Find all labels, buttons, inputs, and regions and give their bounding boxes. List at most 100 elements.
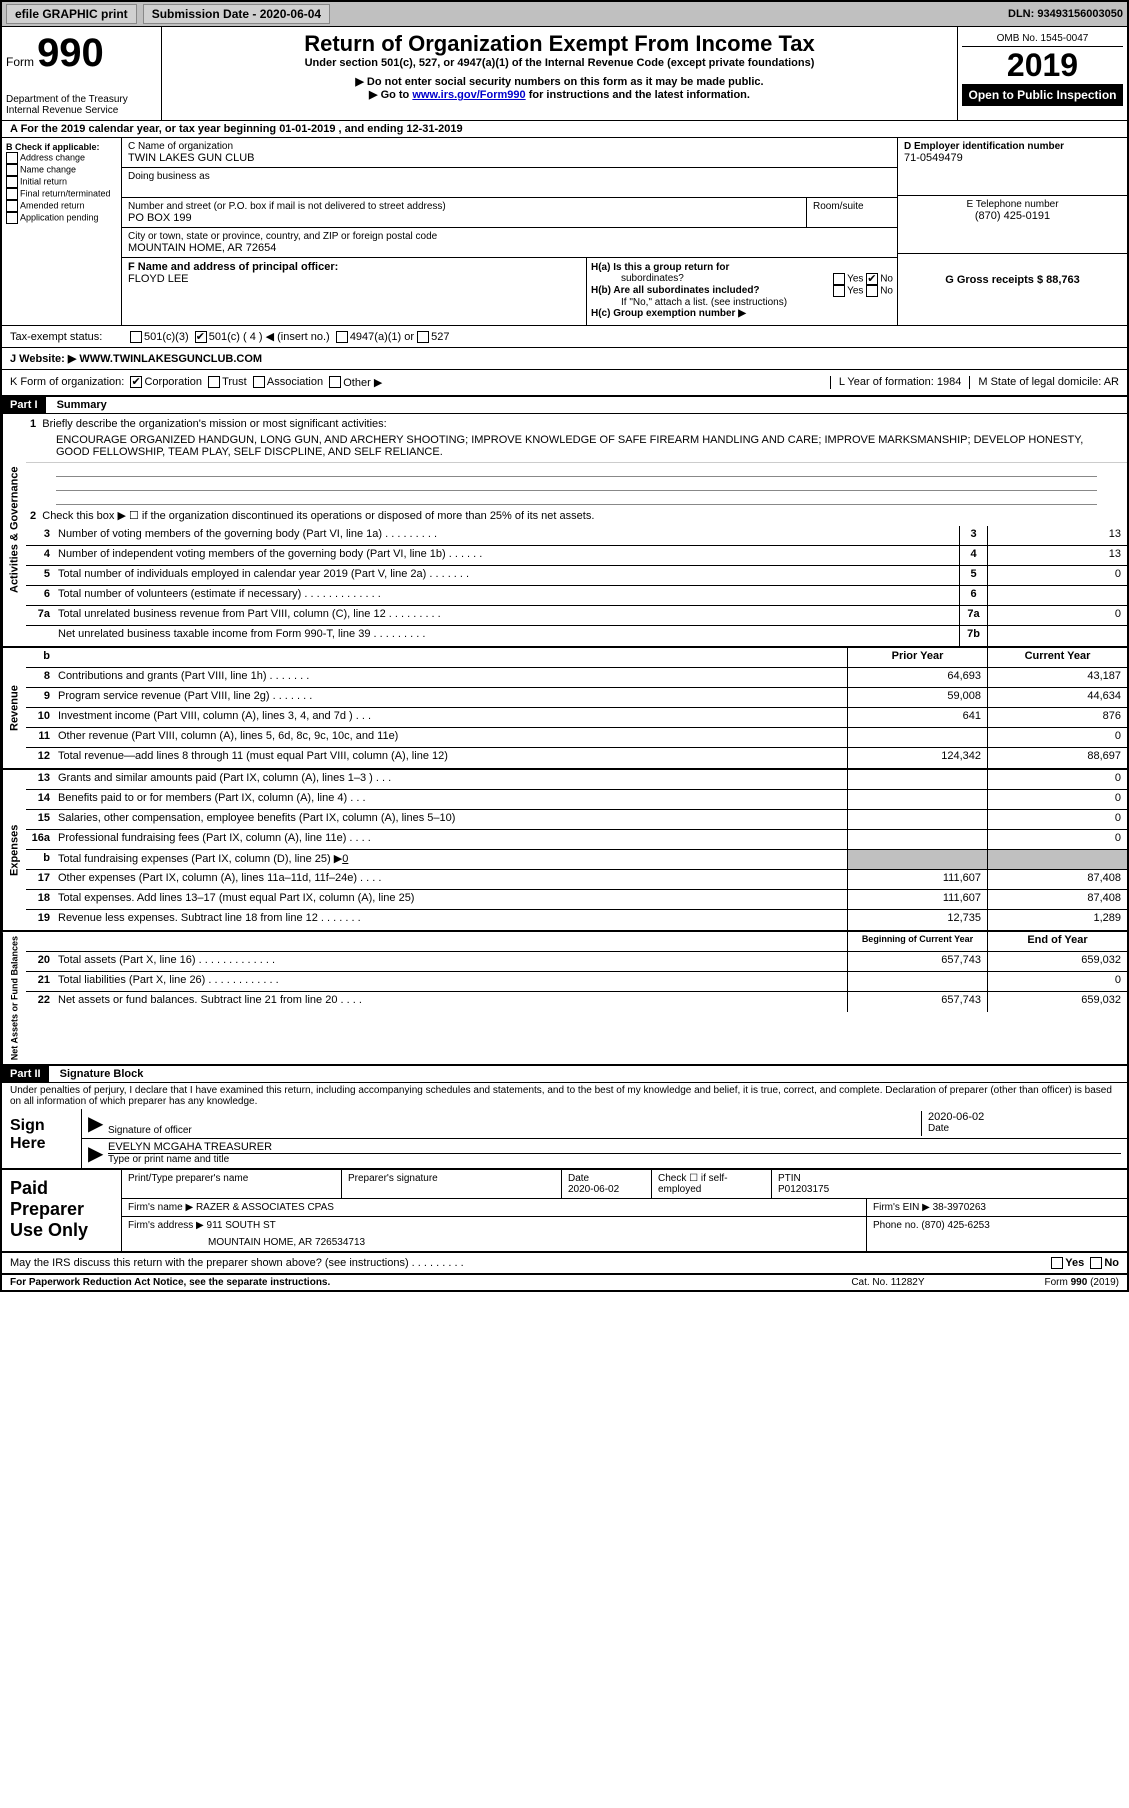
- addr-label: Number and street (or P.O. box if mail i…: [128, 201, 800, 212]
- mission-text: ENCOURAGE ORGANIZED HANDGUN, LONG GUN, A…: [26, 430, 1127, 463]
- ein-label: D Employer identification number: [904, 141, 1121, 152]
- footer-left: For Paperwork Reduction Act Notice, see …: [10, 1277, 330, 1288]
- c9: 44,634: [987, 688, 1127, 707]
- discuss-yes[interactable]: [1051, 1257, 1063, 1269]
- e22: 659,032: [987, 992, 1127, 1012]
- cb-assoc[interactable]: [253, 376, 265, 388]
- net-tab: Net Assets or Fund Balances: [2, 932, 26, 1064]
- sig-line-1: ▶ Signature of officer 2020-06-02Date: [82, 1109, 1127, 1139]
- val3: 13: [987, 526, 1127, 545]
- p15: [847, 810, 987, 829]
- c16a: 0: [987, 830, 1127, 849]
- irs-link[interactable]: www.irs.gov/Form990: [412, 89, 525, 101]
- omb-number: OMB No. 1545-0047: [962, 31, 1123, 47]
- k-label: K Form of organization:: [10, 376, 124, 389]
- line20: Total assets (Part X, line 16) . . . . .…: [54, 952, 847, 971]
- prep-label: Paid Preparer Use Only: [2, 1170, 122, 1251]
- gov-tab: Activities & Governance: [2, 414, 26, 646]
- c19: 1,289: [987, 910, 1127, 930]
- website-value: WWW.TWINLAKESGUNCLUB.COM: [79, 353, 262, 365]
- cb-pending[interactable]: Application pending: [6, 212, 117, 224]
- hb-label: H(b) Are all subordinates included?: [591, 285, 760, 297]
- line4: Number of independent voting members of …: [54, 546, 959, 565]
- line18: Total expenses. Add lines 13–17 (must eq…: [54, 890, 847, 909]
- cb-501c3[interactable]: [130, 331, 142, 343]
- hb-no[interactable]: [866, 285, 878, 297]
- officer-cell: F Name and address of principal officer:…: [122, 258, 587, 325]
- line12: Total revenue—add lines 8 through 11 (mu…: [54, 748, 847, 768]
- line1-label: Briefly describe the organization's miss…: [42, 418, 386, 430]
- kform-row: K Form of organization: Corporation Trus…: [2, 370, 1127, 397]
- p13: [847, 770, 987, 789]
- part2-title: Signature Block: [52, 1068, 144, 1080]
- c11: 0: [987, 728, 1127, 747]
- footer-right: Form 990 (2019): [1045, 1277, 1119, 1288]
- expenses-section: Expenses 13Grants and similar amounts pa…: [2, 770, 1127, 932]
- sig-name-label: Type or print name and title: [108, 1153, 1121, 1165]
- line13: Grants and similar amounts paid (Part IX…: [54, 770, 847, 789]
- cb-amended[interactable]: Amended return: [6, 200, 117, 212]
- part1-title: Summary: [49, 399, 107, 411]
- val6: [987, 586, 1127, 605]
- cb-final[interactable]: Final return/terminated: [6, 188, 117, 200]
- p8: 64,693: [847, 668, 987, 687]
- part2-label: Part II: [2, 1066, 49, 1082]
- cb-4947[interactable]: [336, 331, 348, 343]
- dba-cell: Doing business as: [122, 168, 897, 198]
- gross-receipts: G Gross receipts $ 88,763: [945, 274, 1080, 286]
- efile-button[interactable]: efile GRAPHIC print: [6, 4, 137, 24]
- status-label: Tax-exempt status:: [10, 331, 130, 343]
- ha-no[interactable]: [866, 273, 878, 285]
- form-container: efile GRAPHIC print Submission Date - 20…: [0, 0, 1129, 1292]
- val7b: [987, 626, 1127, 646]
- p14: [847, 790, 987, 809]
- city-value: MOUNTAIN HOME, AR 72654: [128, 242, 891, 254]
- note-goto: ▶ Go to www.irs.gov/Form990 for instruct…: [166, 88, 953, 101]
- line19: Revenue less expenses. Subtract line 18 …: [54, 910, 847, 930]
- form-header: Form 990 Department of the Treasury Inte…: [2, 27, 1127, 121]
- sig-officer-label: Signature of officer: [108, 1125, 921, 1136]
- website-row: J Website: ▶ WWW.TWINLAKESGUNCLUB.COM: [2, 348, 1127, 370]
- cb-501c[interactable]: [195, 331, 207, 343]
- footer-mid: Cat. No. 11282Y: [851, 1277, 924, 1288]
- cb-initial[interactable]: Initial return: [6, 176, 117, 188]
- lbl-corp: Corporation: [144, 376, 201, 389]
- cb-address[interactable]: Address change: [6, 152, 117, 164]
- lbl-4947: 4947(a)(1) or: [350, 331, 414, 343]
- prep-date-cell: Date2020-06-02: [562, 1170, 652, 1198]
- cb-name[interactable]: Name change: [6, 164, 117, 176]
- val5: 0: [987, 566, 1127, 585]
- line5: Total number of individuals employed in …: [54, 566, 959, 585]
- ptin-cell: PTINP01203175: [772, 1170, 1127, 1198]
- c15: 0: [987, 810, 1127, 829]
- val4: 13: [987, 546, 1127, 565]
- p11: [847, 728, 987, 747]
- e21: 0: [987, 972, 1127, 991]
- cb-527[interactable]: [417, 331, 429, 343]
- room-label: Room/suite: [813, 201, 891, 212]
- discuss-no[interactable]: [1090, 1257, 1102, 1269]
- sig-line-2: ▶ EVELYN MCGAHA TREASURERType or print n…: [82, 1139, 1127, 1168]
- c10: 876: [987, 708, 1127, 727]
- row-a-year: A For the 2019 calendar year, or tax yea…: [2, 121, 1127, 138]
- p18: 111,607: [847, 890, 987, 909]
- line16b: Total fundraising expenses (Part IX, col…: [54, 850, 847, 869]
- cb-trust[interactable]: [208, 376, 220, 388]
- lbl-trust: Trust: [222, 376, 247, 389]
- header-left: Form 990 Department of the Treasury Inte…: [2, 27, 162, 120]
- city-cell: City or town, state or province, country…: [122, 228, 897, 258]
- cb-other[interactable]: [329, 376, 341, 388]
- c13: 0: [987, 770, 1127, 789]
- block-bcde: B Check if applicable: Address change Na…: [2, 138, 1127, 326]
- room-cell: Room/suite: [807, 198, 897, 227]
- hb-yes[interactable]: [833, 285, 845, 297]
- officer-name: FLOYD LEE: [128, 273, 580, 285]
- cb-corp[interactable]: [130, 376, 142, 388]
- governance-section: Activities & Governance 1 Briefly descri…: [2, 414, 1127, 648]
- org-name-label: C Name of organization: [128, 141, 891, 152]
- tax-year: 2019: [962, 47, 1123, 84]
- ha-yes[interactable]: [833, 273, 845, 285]
- prep-name-cell: Print/Type preparer's name: [122, 1170, 342, 1198]
- lbl-501c: 501(c) ( 4 ) ◀ (insert no.): [209, 330, 330, 343]
- p16a: [847, 830, 987, 849]
